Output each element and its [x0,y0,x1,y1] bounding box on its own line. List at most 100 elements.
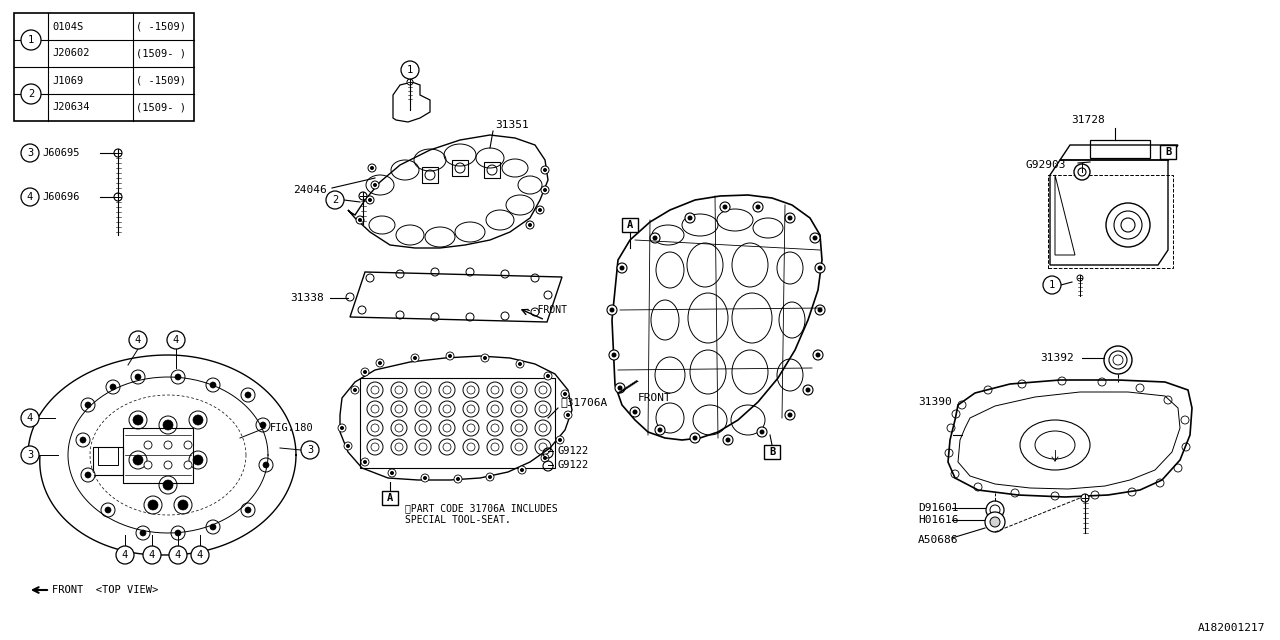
Circle shape [133,455,143,465]
Text: 31728: 31728 [1071,115,1105,125]
Bar [452,160,468,176]
Bar [484,162,500,178]
Circle shape [20,30,41,50]
Circle shape [541,454,549,462]
Bar [99,447,118,465]
Bar [622,218,637,232]
Circle shape [986,501,1004,519]
Circle shape [561,390,570,398]
Circle shape [986,512,1005,532]
Circle shape [658,428,663,433]
Circle shape [193,455,204,465]
Circle shape [556,436,564,444]
Bar [1160,145,1176,159]
Text: 31338: 31338 [291,293,324,303]
Text: G9122: G9122 [558,446,589,456]
Circle shape [369,198,372,202]
Text: FRONT  <TOP VIEW>: FRONT <TOP VIEW> [52,585,159,595]
Circle shape [1106,203,1149,247]
Circle shape [262,462,269,468]
Circle shape [544,372,552,380]
Circle shape [356,216,364,224]
Circle shape [723,435,733,445]
Circle shape [719,202,730,212]
Text: A: A [387,493,393,503]
Circle shape [106,380,120,394]
Circle shape [358,192,367,200]
Text: J60695: J60695 [42,148,79,158]
Circle shape [538,208,541,212]
Bar [14,13,195,121]
Text: 1: 1 [28,35,35,45]
Circle shape [366,196,374,204]
Text: J60696: J60696 [42,192,79,202]
Circle shape [543,168,547,172]
Circle shape [607,305,617,315]
Text: 0104S: 0104S [52,22,83,31]
Text: 24046: 24046 [293,185,326,195]
Circle shape [413,356,417,360]
Text: 4: 4 [27,192,33,202]
Circle shape [488,475,492,479]
Circle shape [358,218,362,222]
Circle shape [210,382,216,388]
Text: 4: 4 [148,550,155,560]
Circle shape [726,438,731,442]
Circle shape [378,361,381,365]
Circle shape [518,362,522,366]
Circle shape [143,546,161,564]
Circle shape [133,415,143,425]
Circle shape [411,354,419,362]
Circle shape [785,410,795,420]
Text: G9122: G9122 [558,460,589,470]
Circle shape [210,524,216,530]
Circle shape [617,385,622,390]
Text: J20602: J20602 [52,49,90,58]
Circle shape [76,433,90,447]
Circle shape [692,435,698,440]
Circle shape [558,438,562,442]
Circle shape [259,458,273,472]
Circle shape [690,433,700,443]
Circle shape [787,216,792,221]
Circle shape [79,437,86,443]
Text: ※31706A: ※31706A [561,397,607,407]
Circle shape [653,236,658,241]
Circle shape [813,236,818,241]
Text: 2: 2 [332,195,338,205]
Circle shape [650,233,660,243]
Bar [1091,140,1149,158]
Circle shape [361,368,369,376]
Circle shape [518,466,526,474]
Text: 4: 4 [197,550,204,560]
Bar [93,447,123,475]
Circle shape [685,213,695,223]
Text: 31351: 31351 [495,120,529,130]
Circle shape [805,387,810,392]
Text: ( -1509): ( -1509) [136,76,186,86]
Circle shape [486,473,494,481]
Circle shape [134,374,141,380]
Text: J20634: J20634 [52,102,90,113]
Circle shape [193,415,204,425]
Circle shape [810,233,820,243]
Bar [1048,175,1172,268]
Text: 31392: 31392 [1039,353,1074,363]
Text: 3: 3 [307,445,314,455]
Text: ---FRONT: ---FRONT [520,305,567,315]
Text: 4: 4 [27,413,33,423]
Circle shape [520,468,524,472]
Circle shape [163,420,173,430]
Circle shape [1074,164,1091,180]
Circle shape [191,546,209,564]
Text: H01616: H01616 [918,515,959,525]
Text: 4: 4 [175,550,182,560]
Bar [422,167,438,183]
Circle shape [547,374,550,378]
Circle shape [753,202,763,212]
Text: (1509- ): (1509- ) [136,102,186,113]
Circle shape [346,444,349,448]
Circle shape [166,331,186,349]
Circle shape [483,356,486,360]
Circle shape [630,407,640,417]
